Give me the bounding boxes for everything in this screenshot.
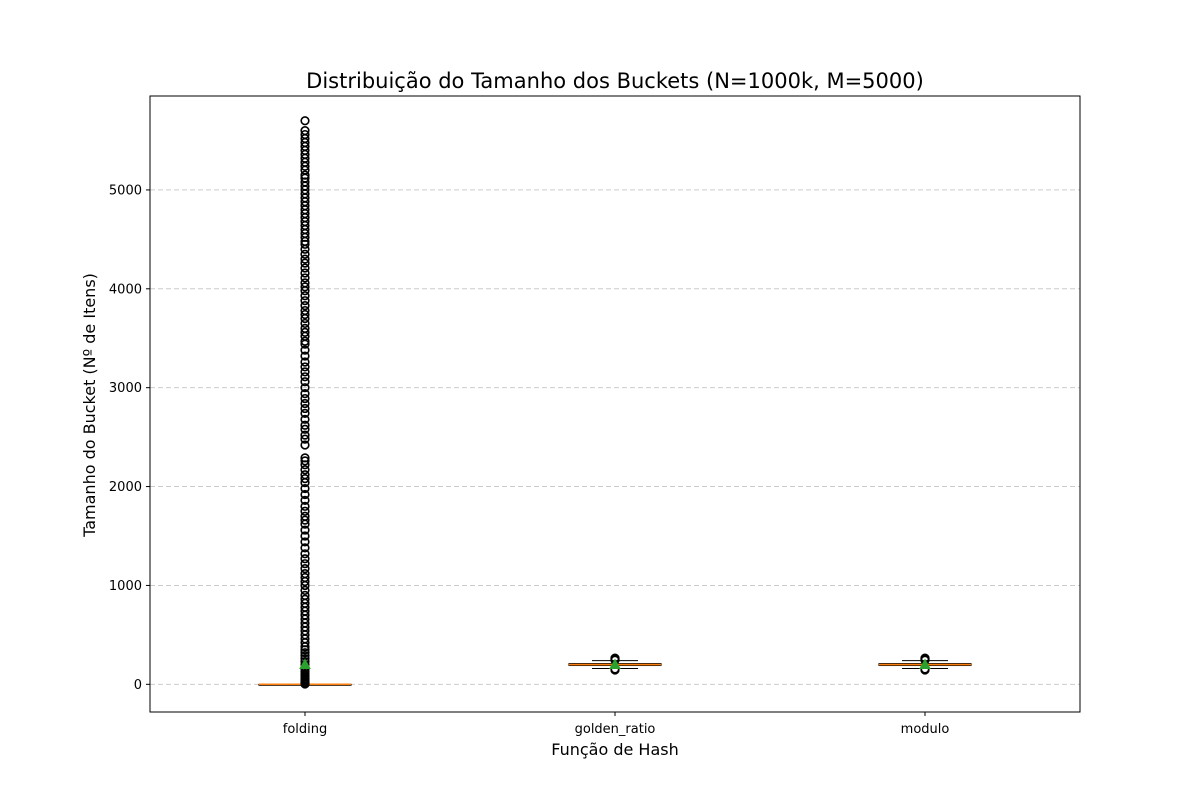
outlier-point [300, 336, 310, 346]
x-tick-label-modulo: modulo [901, 722, 950, 737]
outlier-point [300, 254, 310, 264]
outlier-point [300, 296, 310, 306]
outlier-point [300, 515, 310, 525]
outlier-point [300, 305, 310, 316]
outlier-point [300, 594, 310, 604]
outlier-point [300, 389, 310, 399]
outlier-point [300, 377, 310, 387]
outlier-point [300, 465, 310, 475]
outlier-point [300, 434, 310, 444]
outlier-point [300, 585, 310, 595]
outlier-point [300, 543, 310, 553]
outlier-point [300, 424, 310, 434]
outlier-point [300, 273, 310, 283]
outlier-point [300, 420, 310, 430]
x-axis-label: Função de Hash [551, 740, 678, 759]
outlier-point [300, 572, 310, 583]
outlier-point [300, 351, 310, 361]
outlier-point [300, 568, 310, 579]
outlier-point [300, 282, 310, 292]
outlier-point [300, 357, 310, 367]
data-layer [258, 116, 972, 689]
outlier-point [300, 470, 310, 480]
box-golden_ratio [568, 653, 662, 675]
outlier-point [300, 403, 310, 414]
outlier-point [300, 116, 310, 126]
outlier-point [300, 430, 310, 440]
outlier-point [300, 268, 310, 278]
x-tick-label-folding: folding [283, 722, 328, 737]
outlier-point [300, 590, 310, 600]
outlier-point [300, 506, 310, 516]
outlier-point [300, 301, 310, 311]
box-folding [258, 116, 352, 689]
mean-marker [919, 658, 931, 670]
outlier-point [300, 309, 310, 320]
outlier-point [300, 564, 310, 574]
y-tick-label: 4000 [109, 282, 142, 297]
outlier-point [300, 126, 310, 136]
outlier-point [300, 474, 310, 484]
outlier-point [300, 383, 310, 393]
outlier-point [300, 511, 310, 521]
y-tick-label: 1000 [109, 579, 142, 594]
outlier-point [300, 367, 310, 377]
x-tick-label-golden_ratio: golden_ratio [575, 722, 656, 737]
outlier-point [300, 372, 310, 382]
outlier-point [300, 495, 310, 506]
outlier-point [300, 258, 310, 268]
outlier-point [300, 323, 310, 333]
outlier-point [300, 291, 310, 301]
outlier-point [300, 549, 310, 559]
outlier-point [300, 362, 310, 372]
outlier-point [300, 263, 310, 273]
outlier-point [300, 398, 310, 409]
outlier-point [300, 525, 310, 535]
y-tick-label: 3000 [109, 381, 142, 396]
outlier-point [300, 489, 310, 500]
y-tick-label: 0 [134, 678, 142, 693]
y-tick-label: 2000 [109, 480, 142, 495]
outlier-point [300, 531, 310, 541]
outlier-point [300, 129, 310, 140]
chart-title: Distribuição do Tamanho dos Buckets (N=1… [306, 69, 924, 93]
mean-marker [609, 658, 621, 670]
mean-marker [299, 658, 311, 670]
outlier-point [300, 414, 310, 424]
axis-layer: 0 1000 2000 3000 4000 5000 folding golden_ratio… [109, 183, 949, 737]
y-tick-label: 5000 [109, 183, 142, 198]
outlier-point [300, 249, 310, 259]
outlier-point [300, 278, 310, 288]
y-axis-label: Tamanho do Bucket (Nº de Itens) [80, 273, 99, 538]
outlier-point [300, 483, 310, 494]
outlier-point [300, 559, 310, 569]
outlier-point [300, 440, 310, 450]
outlier-point [300, 408, 310, 418]
outlier-point [300, 453, 310, 463]
outlier-point [300, 648, 310, 658]
outlier-point [300, 537, 310, 547]
outlier-point [300, 393, 310, 404]
outlier-point [300, 345, 310, 355]
outlier-point [300, 318, 310, 329]
outlier-point [300, 170, 310, 180]
outlier-point [300, 501, 310, 511]
outlier-point [300, 327, 310, 337]
box-modulo [878, 653, 972, 675]
outlier-point [300, 456, 310, 466]
outlier-point [300, 554, 310, 564]
